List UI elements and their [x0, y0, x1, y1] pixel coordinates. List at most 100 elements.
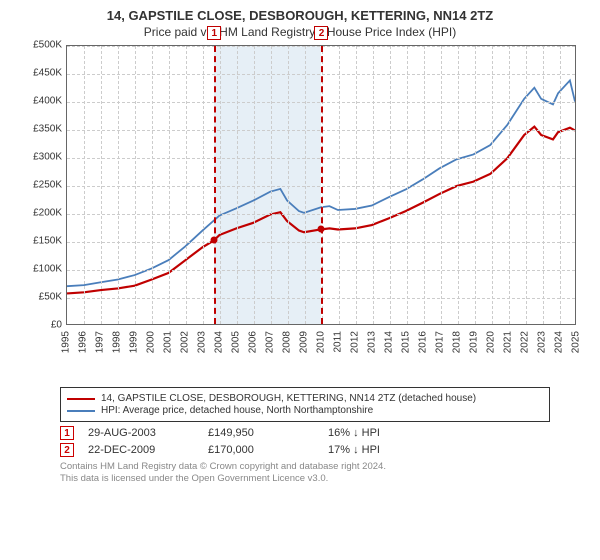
- x-tick-label: 2017: [435, 331, 446, 353]
- x-tick-label: 1997: [95, 331, 106, 353]
- attribution-line: This data is licensed under the Open Gov…: [60, 473, 550, 485]
- x-tick-label: 2006: [248, 331, 259, 353]
- x-tick-label: 1998: [112, 331, 123, 353]
- gridline-v: [509, 46, 510, 324]
- legend-swatch: [67, 398, 95, 400]
- gridline-v: [84, 46, 85, 324]
- gridline-v: [118, 46, 119, 324]
- event-price: £170,000: [208, 444, 328, 456]
- gridline-v: [390, 46, 391, 324]
- gridline-v: [560, 46, 561, 324]
- x-tick-label: 2001: [163, 331, 174, 353]
- chart-area: £0£50K£100K£150K£200K£250K£300K£350K£400…: [20, 45, 580, 385]
- event-date: 29-AUG-2003: [88, 427, 208, 439]
- x-tick-label: 2004: [214, 331, 225, 353]
- gridline-v: [186, 46, 187, 324]
- y-tick-label: £300K: [33, 152, 62, 163]
- marker-label: 2: [314, 26, 328, 40]
- x-tick-label: 2018: [452, 331, 463, 353]
- gridline-v: [526, 46, 527, 324]
- x-tick-label: 2022: [520, 331, 531, 353]
- gridline-v: [339, 46, 340, 324]
- x-tick-label: 2021: [503, 331, 514, 353]
- gridline-v: [271, 46, 272, 324]
- gridline-v: [373, 46, 374, 324]
- gridline-v: [441, 46, 442, 324]
- gridline-v: [475, 46, 476, 324]
- gridline-v: [305, 46, 306, 324]
- event-price: £149,950: [208, 427, 328, 439]
- marker-dot: [211, 237, 218, 244]
- attribution-line: Contains HM Land Registry data © Crown c…: [60, 461, 550, 473]
- x-tick-label: 2003: [197, 331, 208, 353]
- y-tick-label: £250K: [33, 180, 62, 191]
- x-tick-label: 2025: [571, 331, 582, 353]
- x-tick-label: 2023: [537, 331, 548, 353]
- gridline-v: [254, 46, 255, 324]
- y-tick-label: £50K: [39, 292, 62, 303]
- chart-subtitle: Price paid vs. HM Land Registry's House …: [10, 25, 590, 39]
- x-axis: 1995199619971998199920002001200220032004…: [66, 327, 576, 385]
- x-tick-label: 2002: [180, 331, 191, 353]
- y-axis: £0£50K£100K£150K£200K£250K£300K£350K£400…: [20, 45, 66, 325]
- x-tick-label: 2016: [418, 331, 429, 353]
- gridline-v: [407, 46, 408, 324]
- marker-label: 1: [207, 26, 221, 40]
- event-marker: 1: [60, 426, 74, 440]
- gridline-v: [543, 46, 544, 324]
- gridline-v: [203, 46, 204, 324]
- x-tick-label: 2011: [333, 331, 344, 353]
- gridline-v: [152, 46, 153, 324]
- gridline-v: [356, 46, 357, 324]
- x-tick-label: 2009: [299, 331, 310, 353]
- y-tick-label: £350K: [33, 124, 62, 135]
- x-tick-label: 1999: [129, 331, 140, 353]
- x-tick-label: 2010: [316, 331, 327, 353]
- legend-item: HPI: Average price, detached house, Nort…: [67, 405, 543, 416]
- x-tick-label: 2005: [231, 331, 242, 353]
- event-row: 1 29-AUG-2003£149,95016% ↓ HPI: [60, 426, 550, 440]
- y-tick-label: £0: [51, 320, 62, 331]
- gridline-v: [220, 46, 221, 324]
- legend: 14, GAPSTILE CLOSE, DESBOROUGH, KETTERIN…: [60, 387, 550, 422]
- x-tick-label: 2024: [554, 331, 565, 353]
- legend-label: HPI: Average price, detached house, Nort…: [101, 405, 373, 416]
- legend-item: 14, GAPSTILE CLOSE, DESBOROUGH, KETTERIN…: [67, 393, 543, 404]
- x-tick-label: 2012: [350, 331, 361, 353]
- gridline-v: [458, 46, 459, 324]
- event-marker: 2: [60, 443, 74, 457]
- gridline-v: [288, 46, 289, 324]
- title-block: 14, GAPSTILE CLOSE, DESBOROUGH, KETTERIN…: [10, 8, 590, 39]
- chart-title: 14, GAPSTILE CLOSE, DESBOROUGH, KETTERIN…: [10, 8, 590, 23]
- x-tick-label: 1995: [61, 331, 72, 353]
- x-tick-label: 2015: [401, 331, 412, 353]
- gridline-v: [101, 46, 102, 324]
- gridline-v: [424, 46, 425, 324]
- y-tick-label: £500K: [33, 40, 62, 51]
- x-tick-label: 2013: [367, 331, 378, 353]
- gridline-v: [135, 46, 136, 324]
- event-diff: 17% ↓ HPI: [328, 444, 448, 456]
- event-diff: 16% ↓ HPI: [328, 427, 448, 439]
- chart-container: 14, GAPSTILE CLOSE, DESBOROUGH, KETTERIN…: [0, 0, 600, 492]
- legend-label: 14, GAPSTILE CLOSE, DESBOROUGH, KETTERIN…: [101, 393, 476, 404]
- legend-swatch: [67, 410, 95, 412]
- x-tick-label: 2008: [282, 331, 293, 353]
- events-table: 1 29-AUG-2003£149,95016% ↓ HPI 2 22-DEC-200…: [60, 426, 550, 457]
- y-tick-label: £150K: [33, 236, 62, 247]
- x-tick-label: 2007: [265, 331, 276, 353]
- x-tick-label: 1996: [78, 331, 89, 353]
- x-tick-label: 2019: [469, 331, 480, 353]
- x-tick-label: 2014: [384, 331, 395, 353]
- gridline-v: [169, 46, 170, 324]
- marker-line: [214, 46, 216, 324]
- y-tick-label: £450K: [33, 68, 62, 79]
- event-date: 22-DEC-2009: [88, 444, 208, 456]
- marker-dot: [318, 225, 325, 232]
- gridline-v: [237, 46, 238, 324]
- y-tick-label: £400K: [33, 96, 62, 107]
- x-tick-label: 2020: [486, 331, 497, 353]
- y-tick-label: £100K: [33, 264, 62, 275]
- event-row: 2 22-DEC-2009£170,00017% ↓ HPI: [60, 443, 550, 457]
- attribution: Contains HM Land Registry data © Crown c…: [60, 461, 550, 486]
